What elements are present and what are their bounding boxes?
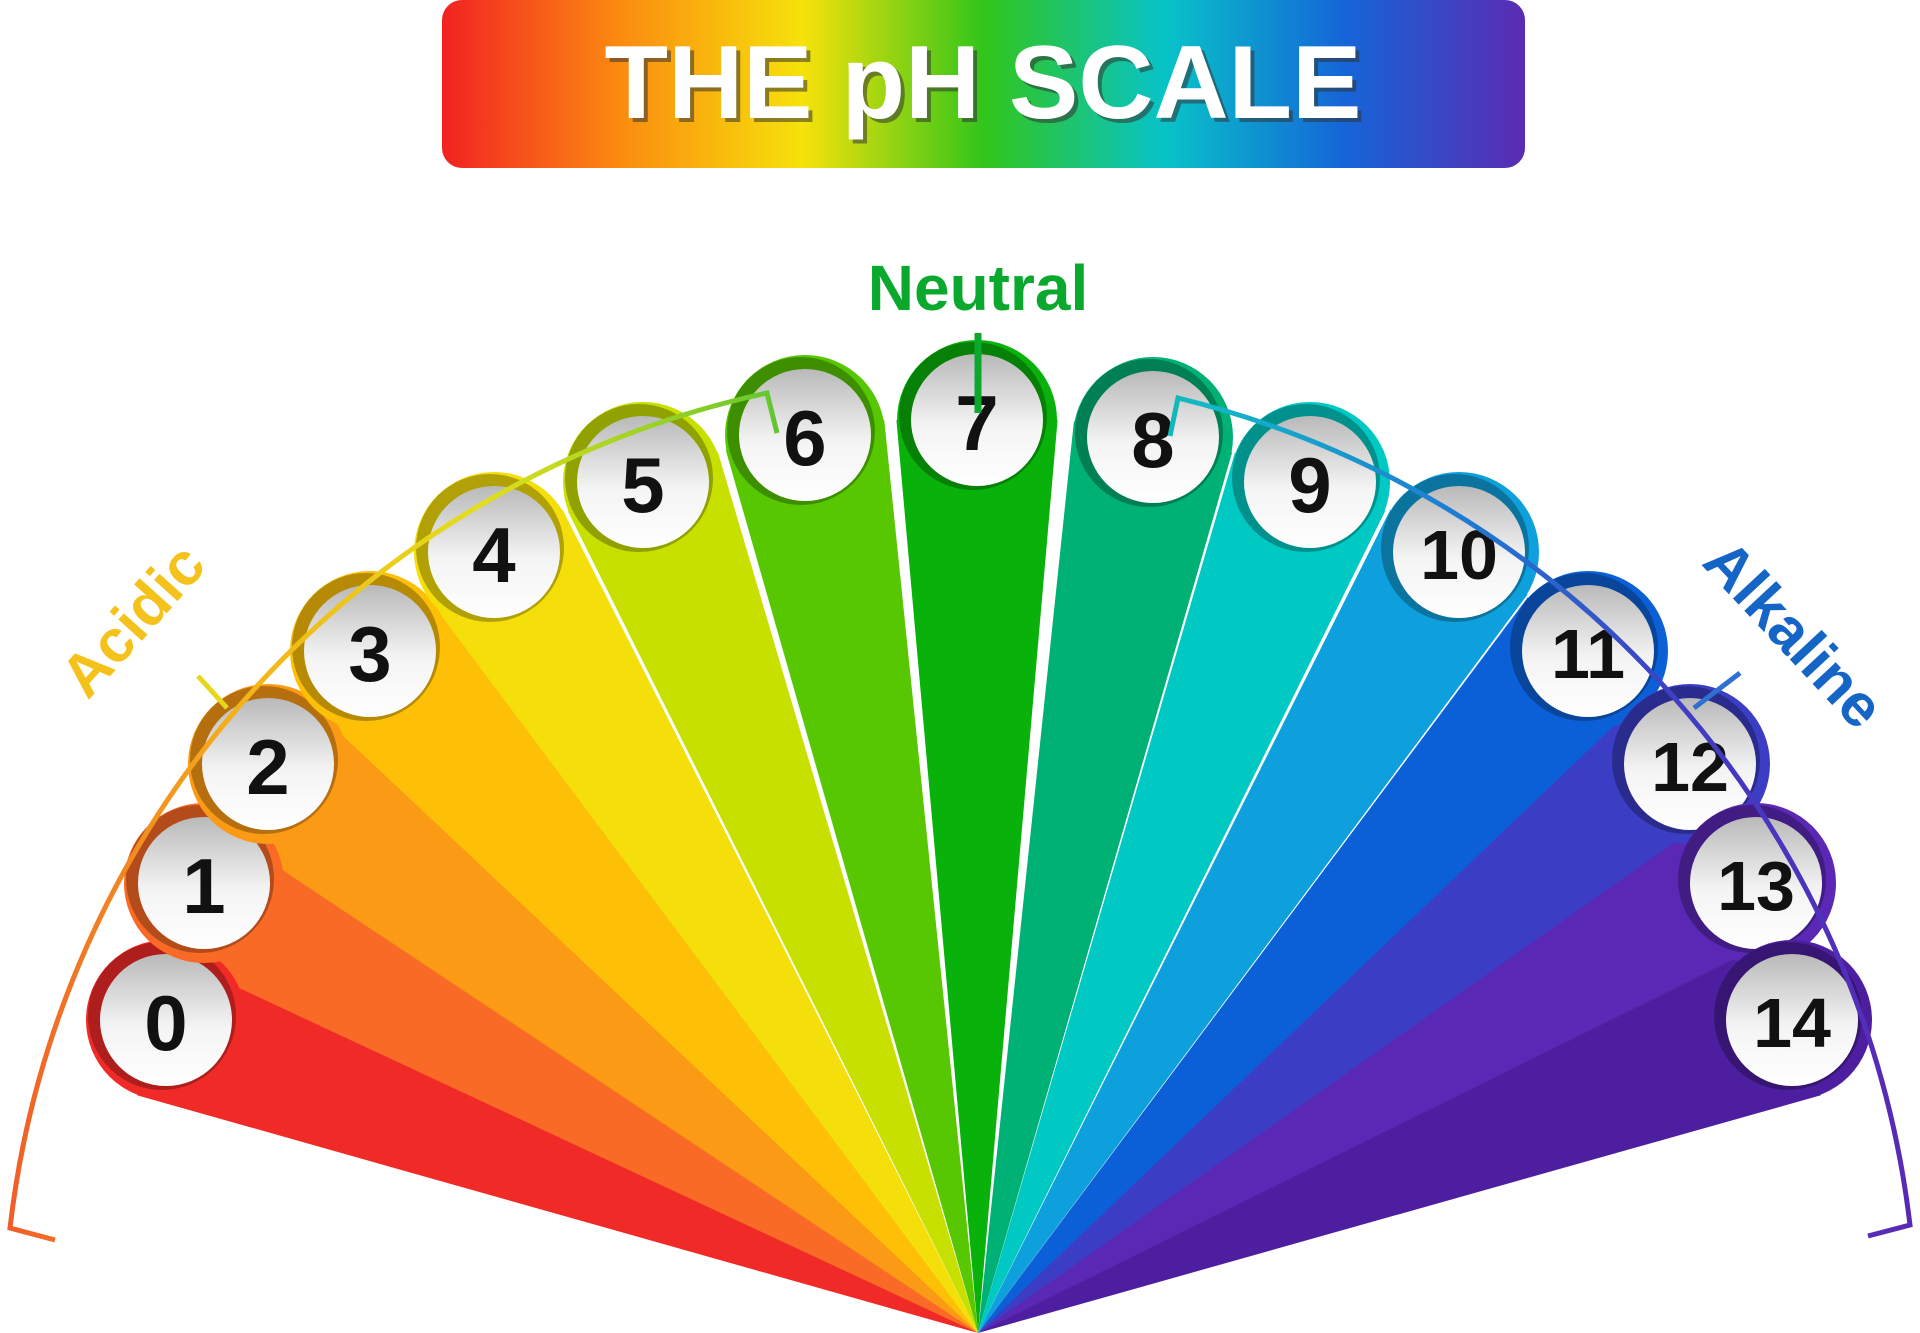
ph-marker-face xyxy=(100,954,232,1086)
ph-wedge-2 xyxy=(217,701,979,1333)
ph-marker-13: 13 xyxy=(1676,803,1836,963)
ph-marker-11: 11 xyxy=(1508,571,1668,731)
ph-wedge-9 xyxy=(978,452,1386,1333)
ph-wedge-10 xyxy=(978,509,1528,1333)
ph-wedge-14 xyxy=(978,944,1821,1333)
ph-marker-face xyxy=(577,416,709,548)
ph-value-label: 8 xyxy=(1131,396,1174,484)
ph-value-label: 3 xyxy=(348,610,391,698)
ph-marker-10: 10 xyxy=(1379,472,1539,632)
ph-marker-12: 12 xyxy=(1610,684,1770,844)
ph-wedge-5 xyxy=(568,452,978,1333)
title-shadow: THE pH SCALE xyxy=(609,29,1366,145)
ph-marker-3: 3 xyxy=(290,571,450,731)
ph-wedge-11 xyxy=(978,597,1649,1333)
ph-marker-face xyxy=(1522,585,1654,717)
ph-wedge-12 xyxy=(978,701,1741,1333)
ph-marker-9: 9 xyxy=(1230,402,1390,562)
ph-value-label: 5 xyxy=(621,441,664,529)
acidic-bracket-tick xyxy=(196,674,229,710)
title-banner: THE pH SCALE THE pH SCALE xyxy=(442,0,1525,168)
ph-value-label: 14 xyxy=(1753,984,1831,1062)
range-brackets xyxy=(7,333,1913,1243)
alkaline-bracket xyxy=(1167,394,1913,1239)
ph-wedge-13 xyxy=(978,813,1797,1333)
ph-value-label: 1 xyxy=(182,842,225,930)
ph-marker-face xyxy=(1624,698,1756,830)
ph-wedge-4 xyxy=(425,509,978,1333)
ph-marker-14: 14 xyxy=(1712,940,1872,1100)
ph-value-label: 9 xyxy=(1288,441,1331,529)
ph-marker-face xyxy=(1690,817,1822,949)
ph-value-label: 10 xyxy=(1420,516,1498,594)
ph-wedge-0 xyxy=(137,944,978,1333)
alkaline-bracket-tick xyxy=(1692,671,1742,710)
ph-marker-face xyxy=(1087,371,1219,503)
ph-marker-face xyxy=(1393,486,1525,618)
title-background xyxy=(442,0,1525,168)
ph-value-label: 4 xyxy=(472,511,515,599)
acidic-label: Acidic xyxy=(48,531,218,710)
ph-marker-7: 7 xyxy=(897,340,1057,500)
ph-marker-face xyxy=(202,698,334,830)
ph-marker-face xyxy=(739,369,871,501)
ph-wedge-3 xyxy=(309,597,978,1333)
ph-value-label: 12 xyxy=(1651,728,1729,806)
ph-value-label: 11 xyxy=(1551,615,1625,693)
ph-value-label: 2 xyxy=(246,723,289,811)
ph-wedge-1 xyxy=(163,813,978,1333)
ph-marker-face xyxy=(1726,954,1858,1086)
ph-marker-1: 1 xyxy=(124,803,284,963)
ph-wedge-7 xyxy=(896,419,1058,1333)
ph-marker-face xyxy=(138,817,270,949)
ph-wedge-6 xyxy=(725,419,978,1333)
ph-marker-face xyxy=(1244,416,1376,548)
ph-marker-8: 8 xyxy=(1073,357,1233,517)
ph-marker-0: 0 xyxy=(86,940,246,1100)
page-title: THE pH SCALE xyxy=(605,25,1362,141)
acidic-bracket xyxy=(7,390,780,1243)
ph-marker-face xyxy=(304,585,436,717)
neutral-label: Neutral xyxy=(868,252,1089,324)
ph-marker-face xyxy=(911,354,1043,486)
ph-marker-6: 6 xyxy=(725,355,885,515)
ph-value-label: 0 xyxy=(144,979,187,1067)
ph-wedge-8 xyxy=(978,421,1233,1333)
ph-value-label: 6 xyxy=(783,394,826,482)
ph-value-label: 13 xyxy=(1717,847,1795,925)
